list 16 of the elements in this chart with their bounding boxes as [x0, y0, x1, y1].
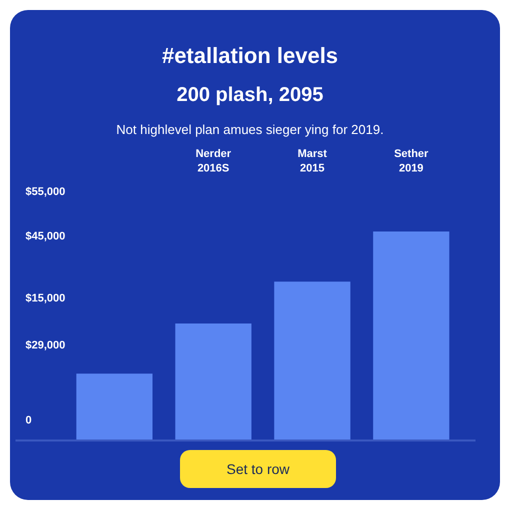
annotation: $15,000	[26, 292, 66, 304]
bar	[274, 281, 350, 440]
text: Set to row	[226, 460, 290, 479]
x-tick-label: Marst 2015	[298, 148, 328, 174]
text: Not highlevel plan amues sieger ying for 2019.	[116, 120, 384, 139]
bar	[175, 323, 252, 440]
chart-subtitle: 200 plash, 2095	[176, 83, 324, 108]
bar	[76, 373, 153, 440]
annotation: 0	[26, 414, 32, 426]
x-tick-label: Sether 2019	[394, 148, 430, 174]
annotation: $29,000	[26, 338, 66, 351]
text: $55,000	[26, 185, 66, 198]
bar	[373, 231, 450, 440]
annotation: $45,000	[26, 230, 66, 242]
chart-title: #etallation levels	[162, 42, 338, 70]
x-tick-label: Nerder 2016S	[196, 148, 232, 174]
